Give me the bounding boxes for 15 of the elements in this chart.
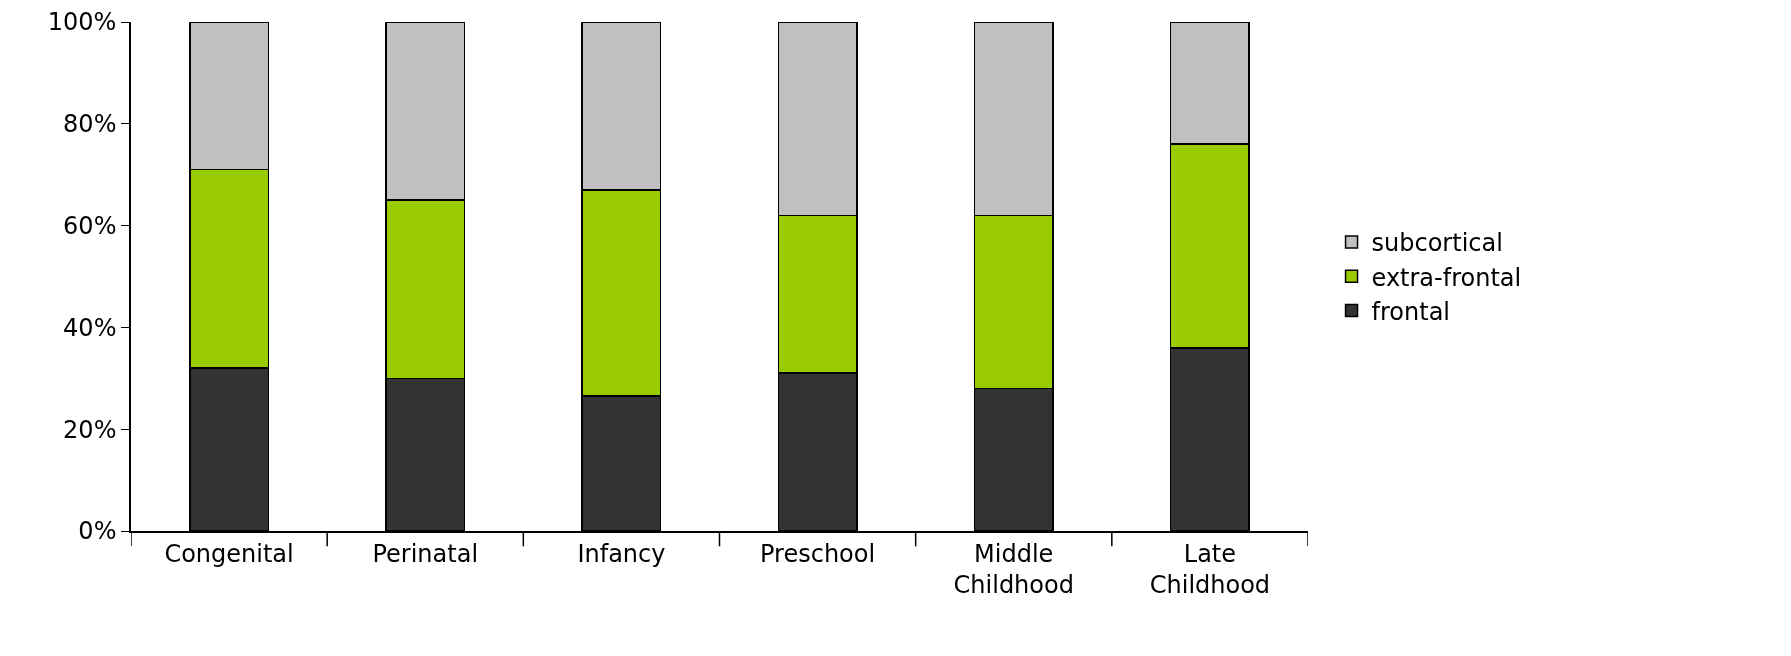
- x-tick-label: Congenital: [164, 539, 294, 568]
- y-tick-label: 0%: [78, 517, 117, 546]
- y-tick-label: 40%: [63, 313, 117, 342]
- legend-label: frontal: [1371, 297, 1451, 326]
- y-tick-label: 20%: [63, 415, 117, 444]
- y-tick-label: 80%: [63, 110, 117, 139]
- legend-label: subcortical: [1371, 229, 1503, 258]
- x-tick-label: Middle Childhood: [953, 539, 1074, 599]
- legend-label: extra-frontal: [1371, 263, 1522, 292]
- y-tick-label: 60%: [63, 212, 117, 240]
- x-tick-label: Perinatal: [372, 539, 479, 568]
- x-tick-label: Late Childhood: [1149, 539, 1271, 599]
- x-tick-label: Infancy: [577, 539, 666, 568]
- y-tick-label: 100%: [47, 8, 117, 37]
- x-tick-label: Preschool: [760, 539, 876, 568]
